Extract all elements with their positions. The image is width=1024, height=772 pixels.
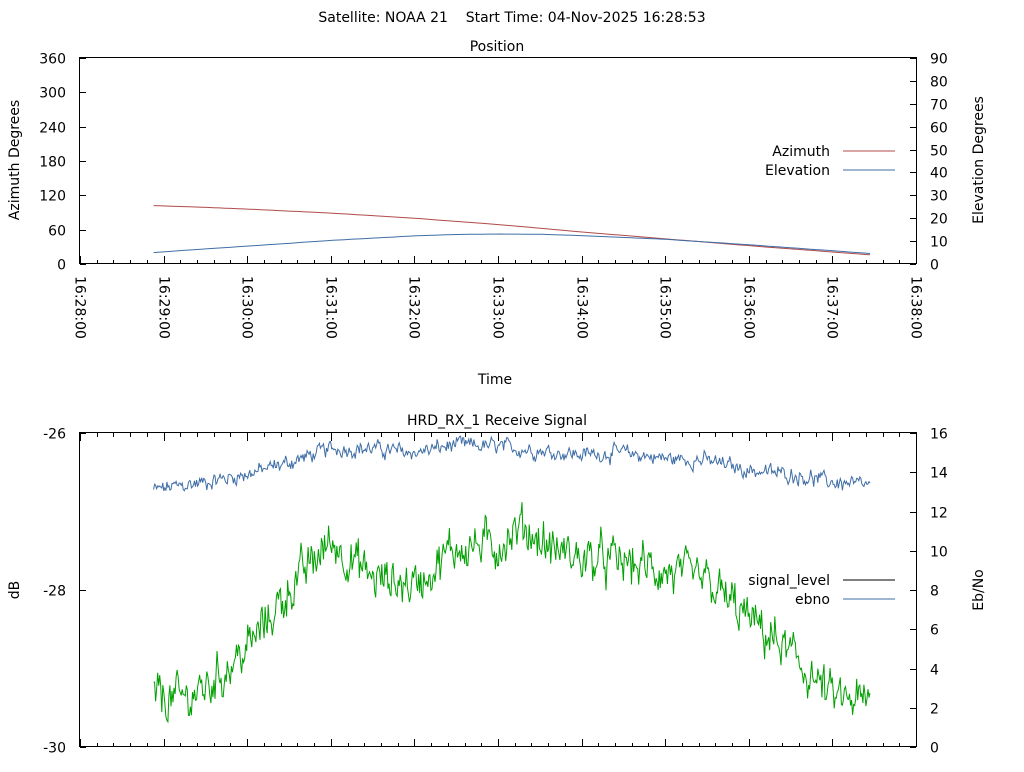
- time-tick-label: 16:35:00: [657, 276, 673, 339]
- azimuth-axis: 0 60 120 180 240 300 360: [39, 52, 86, 274]
- elevation-tick-label: 70: [930, 98, 948, 114]
- ebno-tick-label: 8: [930, 584, 939, 600]
- elevation-tick-label: 80: [930, 75, 948, 91]
- elevation-line: [153, 233, 871, 254]
- legend-label-azimuth: Azimuth: [772, 144, 830, 160]
- time-axis-label: Time: [477, 372, 512, 388]
- ebno-line: [153, 435, 871, 492]
- elevation-tick-label: 20: [930, 212, 948, 228]
- time-tick-label: 16:37:00: [824, 276, 840, 339]
- db-axis: -26 -28 -30: [43, 427, 86, 757]
- azimuth-axis-label: Azimuth Degrees: [7, 100, 23, 220]
- receive-signal-legend: signal_level ebno: [748, 573, 895, 608]
- position-series: [153, 205, 871, 256]
- ebno-tick-label: 4: [930, 663, 939, 679]
- page-title: Satellite: NOAA 21 Start Time: 04-Nov-20…: [318, 10, 705, 26]
- ebno-tick-label: 6: [930, 623, 939, 639]
- elevation-tick-label: 50: [930, 144, 948, 160]
- ebno-tick-label: 2: [930, 702, 939, 718]
- azimuth-line: [153, 205, 871, 256]
- time-tick-label: 16:34:00: [574, 276, 590, 339]
- azimuth-tick-label: 300: [39, 86, 66, 102]
- time-tick-label: 16:30:00: [239, 276, 255, 339]
- signal-trace-line: [153, 502, 871, 724]
- ebno-tick-label: 16: [930, 427, 948, 443]
- time-tick-label: 16:38:00: [908, 276, 924, 339]
- elevation-tick-label: 40: [930, 166, 948, 182]
- ebno-tick-label: 14: [930, 466, 948, 482]
- receive-signal-chart-title: HRD_RX_1 Receive Signal: [407, 413, 587, 429]
- elevation-tick-label: 60: [930, 121, 948, 137]
- ebno-axis: 0 2 4 6 8 10 12 14 16: [910, 427, 948, 757]
- azimuth-tick-label: 0: [57, 258, 66, 274]
- elevation-tick-label: 10: [930, 235, 948, 251]
- ebno-axis-label: Eb/No: [971, 569, 987, 611]
- time-tick-label: 16:33:00: [490, 276, 506, 339]
- azimuth-tick-label: 180: [39, 155, 66, 171]
- db-axis-label: dB: [7, 581, 23, 600]
- azimuth-tick-label: 120: [39, 189, 66, 205]
- elevation-tick-label: 90: [930, 52, 948, 68]
- ebno-tick-label: 12: [930, 506, 948, 522]
- position-chart: Position 0 60 120 180 240 300 360 0 10 20 30 40 50 6…: [7, 39, 987, 388]
- db-tick-label: -30: [43, 741, 66, 757]
- time-tick-label: 16:36:00: [741, 276, 757, 339]
- receive-signal-series: [153, 435, 871, 724]
- time-tick-label: 16:32:00: [406, 276, 422, 339]
- db-tick-label: -28: [43, 584, 66, 600]
- position-chart-title: Position: [470, 39, 525, 55]
- legend-label-elevation: Elevation: [765, 163, 830, 179]
- signal-time-axis: [80, 433, 917, 747]
- time-tick-label: 16:29:00: [156, 276, 172, 339]
- elevation-axis: 0 10 20 30 40 50 60 70 80 90: [910, 52, 948, 274]
- receive-signal-chart: HRD_RX_1 Receive Signal -26 -28 -30 0 2 4 6 8 1…: [7, 413, 987, 757]
- azimuth-tick-label: 60: [48, 224, 66, 240]
- position-legend: Azimuth Elevation: [765, 144, 895, 179]
- legend-label-signal-level: signal_level: [748, 573, 830, 589]
- time-tick-label: 16:31:00: [323, 276, 339, 339]
- elevation-tick-label: 30: [930, 189, 948, 205]
- db-tick-label: -26: [43, 427, 66, 443]
- elevation-axis-label: Elevation Degrees: [971, 96, 987, 224]
- time-axis: 16:28:00 16:29:00 16:30:00 16:31:00 16:32:00…: [72, 256, 924, 339]
- time-tick-label: 16:28:00: [72, 276, 88, 339]
- legend-label-ebno: ebno: [795, 592, 830, 608]
- azimuth-tick-label: 360: [39, 52, 66, 68]
- ebno-tick-label: 10: [930, 545, 948, 561]
- azimuth-tick-label: 240: [39, 121, 66, 137]
- position-plot-frame: [79, 57, 917, 264]
- elevation-tick-label: 0: [930, 258, 939, 274]
- ebno-tick-label: 0: [930, 741, 939, 757]
